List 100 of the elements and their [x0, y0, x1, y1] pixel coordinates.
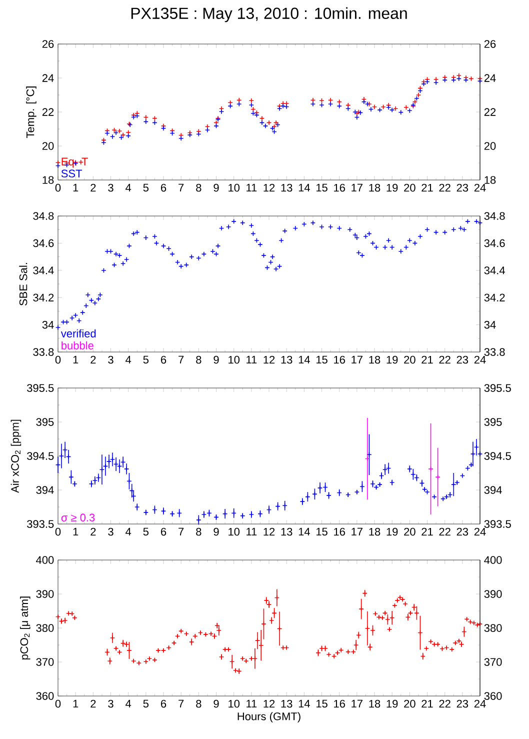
x-tick-label: 15 — [316, 356, 328, 364]
x-tick-label: 12 — [264, 184, 275, 192]
y2-tick-label: 400 — [484, 556, 502, 564]
x-tick-label: 12 — [264, 528, 275, 536]
x-tick-label: 21 — [422, 184, 433, 192]
x-tick-label: 18 — [369, 700, 380, 708]
x-tick-label: 16 — [334, 356, 345, 364]
x-tick-label: 10 — [228, 356, 240, 364]
x-tick-label: 7 — [178, 700, 184, 708]
x-tick-label: 12 — [264, 356, 275, 364]
x-tick-label: 24 — [474, 700, 486, 708]
y-tick-label: 395 — [36, 418, 54, 426]
y-tick-label: 26 — [42, 40, 54, 48]
y2-tick-label: 395.5 — [484, 384, 511, 392]
y2-tick-label: 360 — [484, 692, 502, 700]
x-tick-label: 6 — [161, 356, 166, 364]
x-tick-label: 1 — [73, 184, 78, 192]
x-tick-label: 14 — [298, 700, 310, 708]
x-tick-label: 7 — [178, 184, 184, 192]
x-tick-label: 18 — [369, 528, 380, 536]
x-tick-label: 8 — [196, 528, 202, 536]
x-tick-label: 17 — [352, 528, 362, 536]
x-tick-label: 9 — [214, 700, 219, 708]
x-tick-label: 6 — [161, 700, 166, 708]
x-tick-label: 1 — [73, 356, 78, 364]
y2-tick-label: 34.4 — [484, 266, 505, 274]
x-tick-label: 7 — [178, 528, 184, 536]
x-tick-label: 5 — [143, 528, 149, 536]
series-label: verified — [60, 329, 96, 338]
x-tick-label: 4 — [126, 184, 132, 192]
x-tick-label: 19 — [386, 356, 398, 364]
y-tick-label: 370 — [36, 658, 54, 666]
x-tick-label: 8 — [196, 356, 202, 364]
x-tick-label: 20 — [404, 700, 416, 708]
y2-tick-label: 393.5 — [484, 520, 511, 528]
x-tick-label: 17 — [352, 184, 362, 192]
y-tick-label: 395.5 — [27, 384, 54, 392]
x-tick-label: 11 — [246, 528, 257, 536]
x-tick-label: 3 — [108, 528, 114, 536]
y-tick-label: 390 — [36, 590, 54, 598]
y-axis-title: SBE Sal. — [19, 263, 28, 306]
x-tick-label: 8 — [196, 184, 202, 192]
x-tick-label: 23 — [456, 356, 468, 364]
x-tick-label: 21 — [422, 528, 433, 536]
x-tick-label: 11 — [246, 700, 257, 708]
y-tick-label: 34.2 — [33, 294, 54, 302]
chart-title: PX135E : May 13, 2010 : 10min. mean — [131, 7, 407, 22]
x-tick-label: 18 — [369, 184, 380, 192]
x-tick-label: 23 — [456, 528, 468, 536]
x-tick-label: 6 — [161, 184, 166, 192]
x-tick-label: 0 — [55, 528, 61, 536]
x-tick-label: 5 — [143, 700, 149, 708]
x-tick-label: 15 — [316, 700, 328, 708]
x-tick-label: 1 — [73, 528, 78, 536]
legend-label: bubble — [62, 341, 94, 350]
x-tick-label: 4 — [126, 700, 132, 708]
y2-tick-label: 20 — [484, 142, 496, 150]
y-tick-label: 24 — [42, 74, 54, 82]
x-tick-label: 16 — [334, 528, 345, 536]
y2-tick-label: 34 — [484, 320, 496, 329]
y-tick-label: 394 — [36, 486, 54, 494]
x-tick-label: 19 — [386, 528, 398, 536]
x-tick-label: 13 — [281, 356, 292, 364]
x-tick-label: 14 — [298, 356, 310, 364]
x-tick-label: 15 — [316, 184, 328, 192]
x-tick-label: 10 — [228, 700, 240, 708]
y2-tick-label: 22 — [484, 108, 496, 116]
x-tick-label: 16 — [334, 700, 345, 708]
y2-tick-label: 370 — [484, 658, 502, 666]
y2-tick-label: 33.8 — [484, 348, 505, 356]
y2-tick-label: 34.6 — [484, 239, 505, 248]
x-tick-label: 9 — [214, 356, 219, 364]
x-tick-label: 21 — [422, 356, 433, 364]
x-tick-label: 6 — [161, 528, 166, 536]
x-tick-label: 15 — [316, 528, 328, 536]
series-label: SST — [61, 170, 82, 178]
x-tick-label: 10 — [228, 184, 240, 192]
y-axis-title: Air xCO$_{2}$ [ppm] — [10, 420, 22, 493]
x-tick-label: 13 — [281, 700, 292, 708]
x-tick-label: 18 — [369, 356, 380, 364]
x-tick-label: 12 — [264, 700, 275, 708]
x-tick-label: 14 — [298, 184, 310, 192]
x-tick-label: 11 — [246, 184, 257, 192]
x-tick-label: 22 — [439, 184, 450, 192]
x-tick-label: 1 — [73, 700, 78, 708]
x-tick-label: 21 — [422, 700, 433, 708]
x-tick-label: 23 — [456, 184, 468, 192]
x-tick-label: 2 — [90, 700, 96, 708]
y-tick-label: 20 — [42, 142, 54, 150]
y-tick-label: 400 — [36, 556, 54, 564]
x-tick-label: 23 — [456, 700, 468, 708]
x-tick-label: 13 — [281, 184, 292, 192]
x-tick-label: 10 — [228, 528, 240, 536]
y2-tick-label: 380 — [484, 624, 502, 632]
y2-tick-label: 394.5 — [484, 452, 511, 460]
x-tick-label: 14 — [298, 528, 310, 536]
y2-tick-label: 24 — [484, 74, 496, 82]
x-tick-label: 3 — [108, 184, 114, 192]
x-tick-label: 5 — [143, 184, 149, 192]
x-tick-label: 3 — [108, 356, 114, 364]
